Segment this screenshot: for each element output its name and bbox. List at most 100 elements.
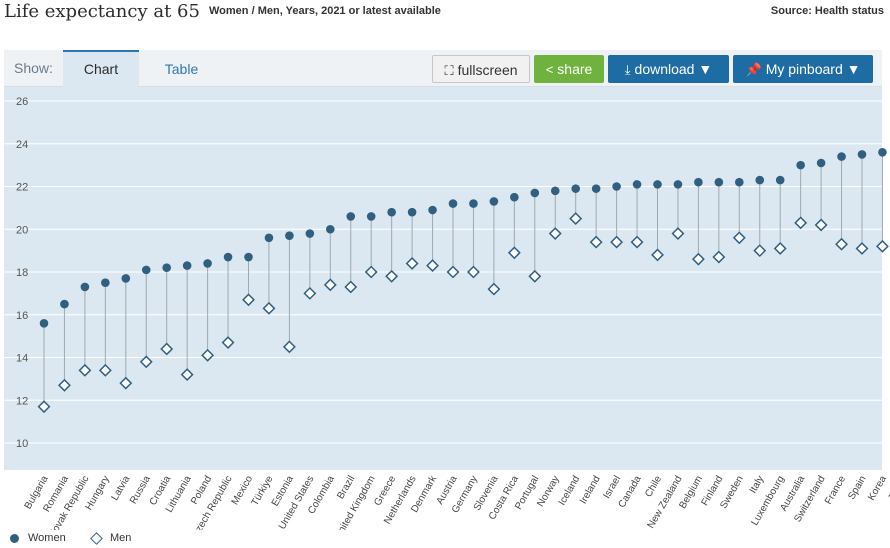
women-point <box>101 278 110 287</box>
men-point <box>732 231 746 245</box>
women-point <box>244 252 253 262</box>
women-point <box>264 233 274 243</box>
women-marker-icon <box>10 534 19 543</box>
men-point <box>344 280 358 294</box>
y-tick-label: 18 <box>16 267 28 279</box>
men-point <box>119 376 133 390</box>
men-point <box>98 363 112 377</box>
women-point <box>39 319 49 328</box>
women-point <box>162 263 171 273</box>
men-point <box>855 242 869 255</box>
men-point <box>446 265 460 279</box>
y-tick-label: 20 <box>16 224 28 236</box>
women-point <box>387 207 396 217</box>
women-point <box>694 177 703 187</box>
women-point <box>550 186 560 196</box>
women-point <box>141 265 151 275</box>
women-point <box>775 175 785 185</box>
men-marker-icon <box>90 532 103 545</box>
tab-chart[interactable]: Chart <box>63 50 139 88</box>
fullscreen-icon: ⛶ <box>444 63 454 78</box>
men-point <box>323 278 337 292</box>
men-point <box>589 235 603 249</box>
men-point <box>876 239 889 253</box>
women-point <box>632 180 642 189</box>
men-point <box>160 342 174 356</box>
men-point <box>528 269 542 283</box>
men-point <box>753 244 767 258</box>
chart-subtitle: Women / Men, Years, 2021 or latest avail… <box>209 5 441 17</box>
y-tick-label: 16 <box>16 310 28 322</box>
women-point <box>60 299 69 309</box>
women-point <box>448 199 458 208</box>
women-point <box>346 212 356 221</box>
fullscreen-label: fullscreen <box>457 62 518 78</box>
men-point <box>569 212 583 225</box>
men-point <box>242 293 255 307</box>
y-tick-label: 24 <box>16 139 28 151</box>
women-point <box>735 177 744 187</box>
download-button[interactable]: ⤓ download ▼ <box>608 55 729 83</box>
pinboard-button[interactable]: 📌 My pinboard ▼ <box>733 55 873 83</box>
x-tick-label: Italy <box>748 474 767 495</box>
men-point <box>610 235 624 249</box>
men-point <box>78 363 92 377</box>
toolbar: Show: Chart Table ⛶ fullscreen < share ⤓ do… <box>4 50 882 88</box>
women-point <box>591 184 601 193</box>
women-point <box>714 177 724 187</box>
tab-table[interactable]: Table <box>164 61 199 77</box>
women-point <box>878 148 887 157</box>
men-point <box>651 248 664 262</box>
men-point <box>630 235 644 249</box>
men-point <box>487 282 501 296</box>
women-point <box>755 175 765 185</box>
men-point <box>303 286 317 300</box>
men-point <box>691 252 705 266</box>
women-point <box>223 252 233 262</box>
men-point <box>58 378 71 392</box>
women-point <box>816 158 826 168</box>
show-label: Show: <box>14 60 53 76</box>
women-point <box>489 197 499 206</box>
women-point <box>121 274 131 283</box>
women-point <box>407 207 417 217</box>
men-point <box>405 257 419 270</box>
men-point <box>426 259 439 273</box>
women-point <box>673 180 683 189</box>
men-point <box>507 246 521 260</box>
men-point <box>814 218 828 232</box>
men-point <box>37 400 51 414</box>
y-tick-label: 14 <box>16 353 28 365</box>
women-point <box>326 224 335 234</box>
share-icon: < <box>545 62 554 77</box>
page-title: Life expectancy at 65 <box>4 1 200 22</box>
women-point <box>653 180 662 189</box>
men-point <box>794 216 808 230</box>
pin-icon: 📌 <box>745 62 762 77</box>
women-point <box>203 259 212 268</box>
x-tick-label: Chile <box>643 474 664 500</box>
pinboard-label: My pinboard ▼ <box>765 61 861 77</box>
men-point <box>201 348 215 362</box>
women-point <box>428 205 437 215</box>
men-point <box>467 265 480 279</box>
women-point <box>857 150 867 159</box>
y-tick-label: 22 <box>16 182 28 194</box>
fullscreen-button[interactable]: ⛶ fullscreen <box>432 55 530 83</box>
y-tick-label: 26 <box>16 96 28 108</box>
share-button[interactable]: < share <box>534 55 604 83</box>
women-point <box>305 229 315 238</box>
men-point <box>282 340 296 354</box>
chart-svg: 262422201816141210BulgariaRomaniaSlovak … <box>4 96 890 530</box>
men-point <box>385 269 399 283</box>
legend-women-label: Women <box>28 532 66 544</box>
x-tick-label: France <box>823 474 848 507</box>
source-label[interactable]: Source: Health status <box>770 5 884 17</box>
women-point <box>182 261 192 270</box>
legend-men-label: Men <box>110 532 132 544</box>
men-point <box>548 227 562 240</box>
women-point <box>796 160 805 170</box>
men-point <box>364 265 378 279</box>
x-tick-label: Ireland <box>578 474 603 506</box>
women-point <box>530 188 540 198</box>
